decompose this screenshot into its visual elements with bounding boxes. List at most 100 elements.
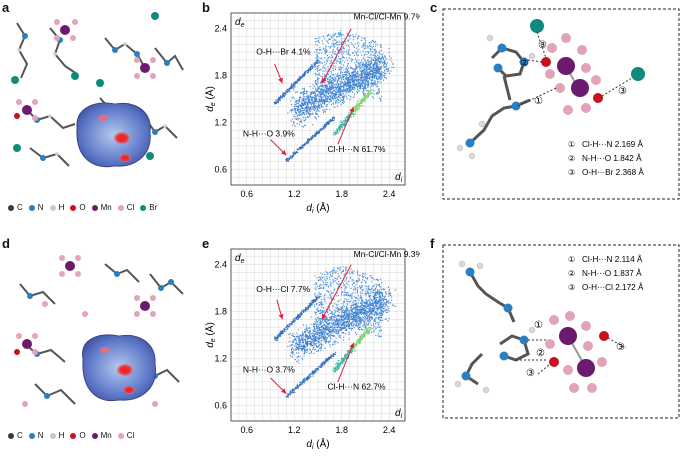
fingerprint-point bbox=[310, 102, 311, 103]
fingerprint-point bbox=[332, 91, 333, 92]
fingerprint-point bbox=[381, 71, 382, 72]
fingerprint-point bbox=[378, 52, 379, 53]
fingerprint-point bbox=[283, 93, 284, 94]
fingerprint-point bbox=[317, 77, 318, 78]
fingerprint-point bbox=[328, 327, 329, 328]
fingerprint-point bbox=[300, 106, 301, 107]
fingerprint-point bbox=[295, 340, 296, 341]
fingerprint-point bbox=[391, 61, 392, 62]
fingerprint-point bbox=[361, 305, 362, 306]
fingerprint-point bbox=[326, 333, 327, 334]
fingerprint-point bbox=[349, 321, 350, 322]
fingerprint-point bbox=[319, 294, 320, 295]
fingerprint-point bbox=[327, 41, 328, 42]
fingerprint-point bbox=[292, 84, 293, 85]
fingerprint-point bbox=[380, 286, 381, 287]
fingerprint-point bbox=[354, 55, 355, 56]
fingerprint-point bbox=[323, 99, 324, 100]
fingerprint-point bbox=[314, 340, 315, 341]
fingerprint-point bbox=[303, 93, 304, 94]
fingerprint-point bbox=[319, 288, 320, 289]
fingerprint-point bbox=[302, 333, 303, 334]
fingerprint-point bbox=[375, 51, 376, 52]
fingerprint-point bbox=[365, 52, 366, 53]
fingerprint-point bbox=[332, 77, 333, 78]
fingerprint-point bbox=[358, 60, 359, 61]
fingerprint-point bbox=[371, 77, 372, 78]
fingerprint-point bbox=[343, 82, 344, 83]
fingerprint-point bbox=[388, 310, 389, 311]
fingerprint-point bbox=[309, 335, 310, 336]
fingerprint-point bbox=[337, 42, 338, 43]
fingerprint-point bbox=[352, 87, 353, 88]
fingerprint-point bbox=[341, 94, 342, 95]
fingerprint-point bbox=[318, 350, 319, 351]
fingerprint-point bbox=[369, 91, 370, 92]
fingerprint-point bbox=[337, 98, 338, 99]
fingerprint-point bbox=[327, 59, 328, 60]
fingerprint-point bbox=[333, 335, 334, 336]
fingerprint-point bbox=[353, 89, 354, 90]
fingerprint-point bbox=[362, 88, 363, 89]
fingerprint-point bbox=[357, 89, 358, 90]
fingerprint-point bbox=[380, 296, 381, 297]
fingerprint-point bbox=[325, 321, 326, 322]
fingerprint-point bbox=[317, 132, 318, 133]
fingerprint-point bbox=[347, 65, 348, 66]
fingerprint-point bbox=[372, 96, 373, 97]
fingerprint-point bbox=[307, 103, 308, 104]
fingerprint-point bbox=[335, 90, 336, 91]
fingerprint-point bbox=[291, 110, 292, 111]
fingerprint-point bbox=[325, 92, 326, 93]
fingerprint-point bbox=[310, 94, 311, 95]
fingerprint-point bbox=[292, 86, 293, 87]
fingerprint-point bbox=[317, 105, 318, 106]
fingerprint-point bbox=[305, 332, 306, 333]
fingerprint-point bbox=[291, 350, 292, 351]
fingerprint-point bbox=[330, 319, 331, 320]
fingerprint-point bbox=[360, 68, 361, 69]
fingerprint-point bbox=[381, 67, 382, 68]
fingerprint-point bbox=[384, 289, 385, 290]
fingerprint-point bbox=[377, 60, 378, 61]
fingerprint-point bbox=[322, 344, 323, 345]
fingerprint-point bbox=[314, 103, 315, 104]
fingerprint-point bbox=[371, 61, 372, 62]
fingerprint-point bbox=[298, 349, 299, 350]
fingerprint-point bbox=[301, 339, 302, 340]
fingerprint-point bbox=[323, 112, 324, 113]
fingerprint-point bbox=[342, 122, 343, 123]
fingerprint-point bbox=[381, 289, 382, 290]
fingerprint-point bbox=[376, 300, 377, 301]
fingerprint-point bbox=[368, 47, 369, 48]
fingerprint-point bbox=[344, 312, 345, 313]
fingerprint-point bbox=[327, 334, 328, 335]
fingerprint-point bbox=[378, 58, 379, 59]
fingerprint-point bbox=[307, 338, 308, 339]
fingerprint-point bbox=[324, 82, 325, 83]
fingerprint-point bbox=[316, 338, 317, 339]
fingerprint-point bbox=[309, 69, 310, 70]
fingerprint-point bbox=[332, 81, 333, 82]
fingerprint-point bbox=[369, 42, 370, 43]
fingerprint-point bbox=[324, 100, 325, 101]
fingerprint-point bbox=[318, 65, 319, 66]
fingerprint-point bbox=[335, 40, 336, 41]
fingerprint-point bbox=[358, 63, 359, 64]
fingerprint-point bbox=[333, 65, 334, 66]
fingerprint-point bbox=[312, 97, 313, 98]
fingerprint-point bbox=[370, 73, 371, 74]
fingerprint-point bbox=[287, 89, 288, 90]
fingerprint-point bbox=[292, 333, 293, 334]
fingerprint-point bbox=[337, 101, 338, 102]
fingerprint-point bbox=[303, 96, 304, 97]
fingerprint-point bbox=[287, 160, 288, 161]
fingerprint-point bbox=[355, 69, 356, 70]
fingerprint-point bbox=[349, 79, 350, 80]
fingerprint-point bbox=[327, 337, 328, 338]
fingerprint-point bbox=[280, 97, 281, 98]
fingerprint-point bbox=[278, 99, 279, 100]
fingerprint-point bbox=[349, 92, 350, 93]
fingerprint-point bbox=[368, 320, 369, 321]
